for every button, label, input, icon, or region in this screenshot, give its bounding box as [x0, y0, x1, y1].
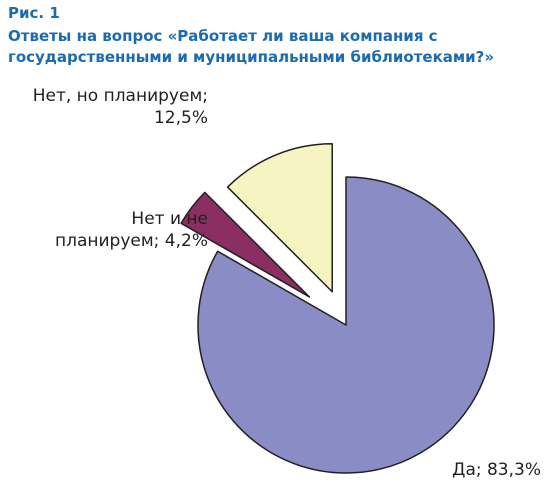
pie-slice-1	[197, 176, 495, 474]
pie-slice-2	[180, 191, 311, 298]
slice-label-3: Нет, но планируем; 12,5%	[33, 86, 208, 128]
pie-labels: Да; 83,3% Нет и не планируем; 4,2% Нет, но …	[33, 86, 541, 480]
figure-title: Ответы на вопрос «Работает ли ваша компа…	[8, 27, 495, 66]
figure-label: Рис. 1	[8, 4, 60, 22]
slice-label-2: Нет и не планируем; 4,2%	[55, 209, 208, 251]
slice-label-1: Да; 83,3%	[452, 460, 541, 480]
pie-slice-3	[226, 142, 333, 293]
pie-slices	[180, 142, 495, 474]
